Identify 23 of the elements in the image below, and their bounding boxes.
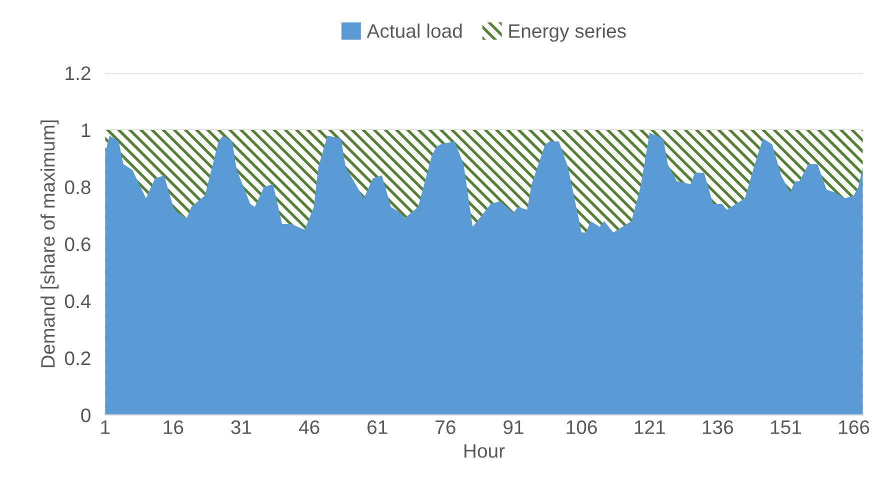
y-tick-label: 0.6: [64, 237, 90, 252]
x-tick-label: 61: [368, 420, 388, 434]
legend-label: Energy series: [509, 24, 626, 42]
y-tick-label: 1: [82, 124, 90, 137]
x-axis-title: Hour: [464, 444, 505, 458]
y-tick-label: 0.2: [64, 351, 90, 366]
x-tick-label: 121: [634, 420, 665, 434]
x-tick-label: 76: [436, 420, 456, 434]
x-tick-label: 166: [839, 420, 870, 434]
x-tick-label: 46: [298, 420, 320, 434]
legend-label: Actual load: [366, 24, 462, 38]
x-tick-label: 1: [101, 420, 110, 434]
y-tick-label: 0: [81, 408, 90, 422]
x-tick-label: 16: [164, 420, 184, 434]
x-tick-label: 136: [702, 420, 734, 434]
x-tick-label: 151: [770, 420, 801, 434]
x-tick-label: 106: [566, 420, 597, 434]
y-tick-label: 0.8: [64, 180, 90, 194]
x-tick-label: 31: [231, 420, 252, 434]
y-axis-title: Demand [share of maximum]: [40, 120, 59, 368]
x-tick-label: 91: [504, 420, 524, 434]
y-tick-label: 1.2: [66, 66, 90, 80]
y-tick-label: 0.4: [64, 294, 91, 308]
